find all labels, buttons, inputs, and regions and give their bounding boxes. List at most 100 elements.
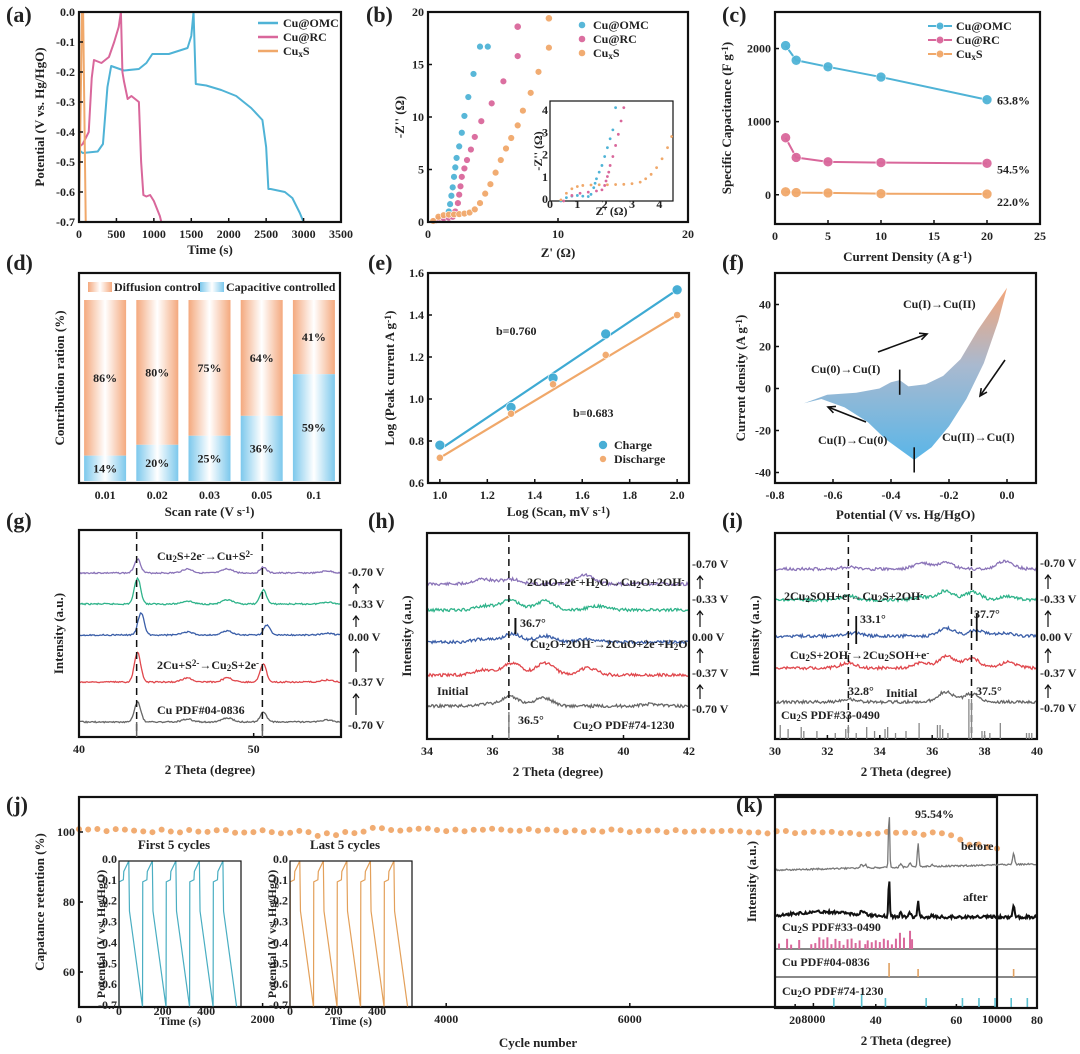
retention-point xyxy=(791,829,799,837)
k-x-tick-label: 80 xyxy=(1031,1013,1043,1027)
j-x-tick-label: 10000 xyxy=(982,1012,1012,1026)
xrd-ylabel: Intensity (a.u.) xyxy=(399,595,414,676)
retention-label: 22.0% xyxy=(997,195,1030,209)
bar-capacitive xyxy=(292,374,335,481)
inset-last-cycles-y-tick: -0.6 xyxy=(269,977,288,991)
xrd-pattern xyxy=(78,558,342,575)
retention-point xyxy=(148,828,157,836)
data-point xyxy=(600,328,612,340)
legend-label: Cu@RC xyxy=(956,33,1000,47)
initial-label: Initial xyxy=(886,686,918,700)
rate-line xyxy=(785,190,988,196)
before-label: before xyxy=(961,839,994,853)
inset-point xyxy=(622,182,626,186)
rate-point xyxy=(981,188,993,200)
retention-point xyxy=(782,827,790,835)
inset-point xyxy=(616,132,620,136)
retention-point xyxy=(901,829,909,837)
potential-label: -0.33 V xyxy=(692,592,729,606)
retention-point xyxy=(240,828,248,837)
reference-label: Cu PDF#04-0836 xyxy=(782,955,870,969)
eis-point xyxy=(452,154,461,162)
a-x-tick-label: 3500 xyxy=(329,227,353,241)
panel-label: (d) xyxy=(6,250,33,275)
eis-point xyxy=(455,191,463,199)
eis-point xyxy=(467,145,475,154)
inset-xlabel: Z' (Ω) xyxy=(596,204,628,218)
rate-point xyxy=(875,71,887,83)
retention-point xyxy=(378,824,386,832)
inset-point xyxy=(589,192,593,196)
peak-label: 33.1° xyxy=(860,612,886,626)
f-ylabel: Current density (A g-1) xyxy=(733,315,748,442)
j-y-tick-label: 60 xyxy=(63,965,75,979)
e-y-tick-label: 0.6 xyxy=(409,476,424,490)
panel-label: (g) xyxy=(6,508,32,533)
inset-last-cycles-y-tick: -0.7 xyxy=(269,998,288,1012)
xrd-x-tick-label: 38 xyxy=(979,744,991,758)
legend-label: Cu@OMC xyxy=(593,18,649,32)
reference-label: Cu2S PDF#33-0490 xyxy=(782,920,881,935)
cv-annotation: Cu(I)→Cu(II) xyxy=(903,297,976,311)
inset-point xyxy=(614,106,617,110)
b-x-tick-label: 0 xyxy=(425,227,431,241)
b-y-tick-label: 0 xyxy=(418,215,424,229)
legend-label: Cu@RC xyxy=(593,32,637,46)
retention-point xyxy=(589,826,597,834)
inset-point xyxy=(593,181,597,185)
inset-point xyxy=(565,196,568,200)
f-x-tick-label: -0.2 xyxy=(940,488,959,502)
inset-point xyxy=(595,177,598,181)
legend-marker xyxy=(935,35,945,45)
eis-point xyxy=(450,173,458,181)
bar-capacitive xyxy=(136,444,179,481)
j-y-tick-label: 100 xyxy=(57,825,75,839)
inset-last-cycles-curve xyxy=(289,860,409,1008)
a-ylabel: Potential (V vs. Hg/HgO) xyxy=(32,47,47,186)
potential-arrow-head xyxy=(1044,648,1052,654)
potential-label: -0.33 V xyxy=(348,597,385,611)
inset-last-cycles-frame xyxy=(289,860,413,1008)
inset-point xyxy=(603,184,607,187)
xrd-xlabel: 2 Theta (degree) xyxy=(861,764,952,779)
j-x-tick-label: 8000 xyxy=(801,1012,825,1026)
axes-a xyxy=(77,10,343,224)
retention-point xyxy=(396,827,404,835)
legend-label: Cu@OMC xyxy=(956,19,1012,33)
axes-f xyxy=(773,271,1038,485)
retention-point xyxy=(359,828,368,836)
retention-point xyxy=(956,836,964,844)
e-xlabel: Log (Scan, mV s-1) xyxy=(507,504,610,519)
inset-point xyxy=(570,194,574,197)
eis-point xyxy=(526,89,535,97)
c-x-tick-label: 20 xyxy=(981,229,993,243)
retention-point xyxy=(708,827,717,835)
eis-point xyxy=(491,168,500,177)
retention-point xyxy=(580,828,588,836)
eis-point xyxy=(497,156,505,164)
potential-arrow-head xyxy=(352,648,360,654)
potential-arrow-head xyxy=(352,583,360,589)
legend-marker xyxy=(578,21,586,29)
potential-label: -0.70 V xyxy=(1040,556,1077,570)
xrd-pattern xyxy=(78,651,342,684)
xrd-x-tick-label: 38 xyxy=(552,744,564,758)
a-y-tick-label: -0.3 xyxy=(56,95,75,109)
retention-point xyxy=(846,829,854,837)
legend-marker xyxy=(578,49,586,57)
retention-point xyxy=(167,827,175,836)
retention-point xyxy=(222,826,230,834)
inset-first-cycles-x-tick: 0 xyxy=(116,1004,122,1018)
eis-point xyxy=(507,134,515,142)
potential-arrow-head xyxy=(696,648,704,654)
a-x-tick-label: 1500 xyxy=(179,227,203,241)
inset-point xyxy=(608,164,612,167)
c-y-tick-label: 2000 xyxy=(747,42,771,56)
a-y-tick-label: -0.5 xyxy=(56,155,75,169)
inset-point xyxy=(581,184,585,187)
axes-c xyxy=(773,10,1042,226)
series-curc xyxy=(78,11,163,223)
xrd-x-tick-label: 34 xyxy=(874,744,886,758)
retention-point xyxy=(323,829,331,837)
b-y-tick-label: 5 xyxy=(418,163,424,177)
